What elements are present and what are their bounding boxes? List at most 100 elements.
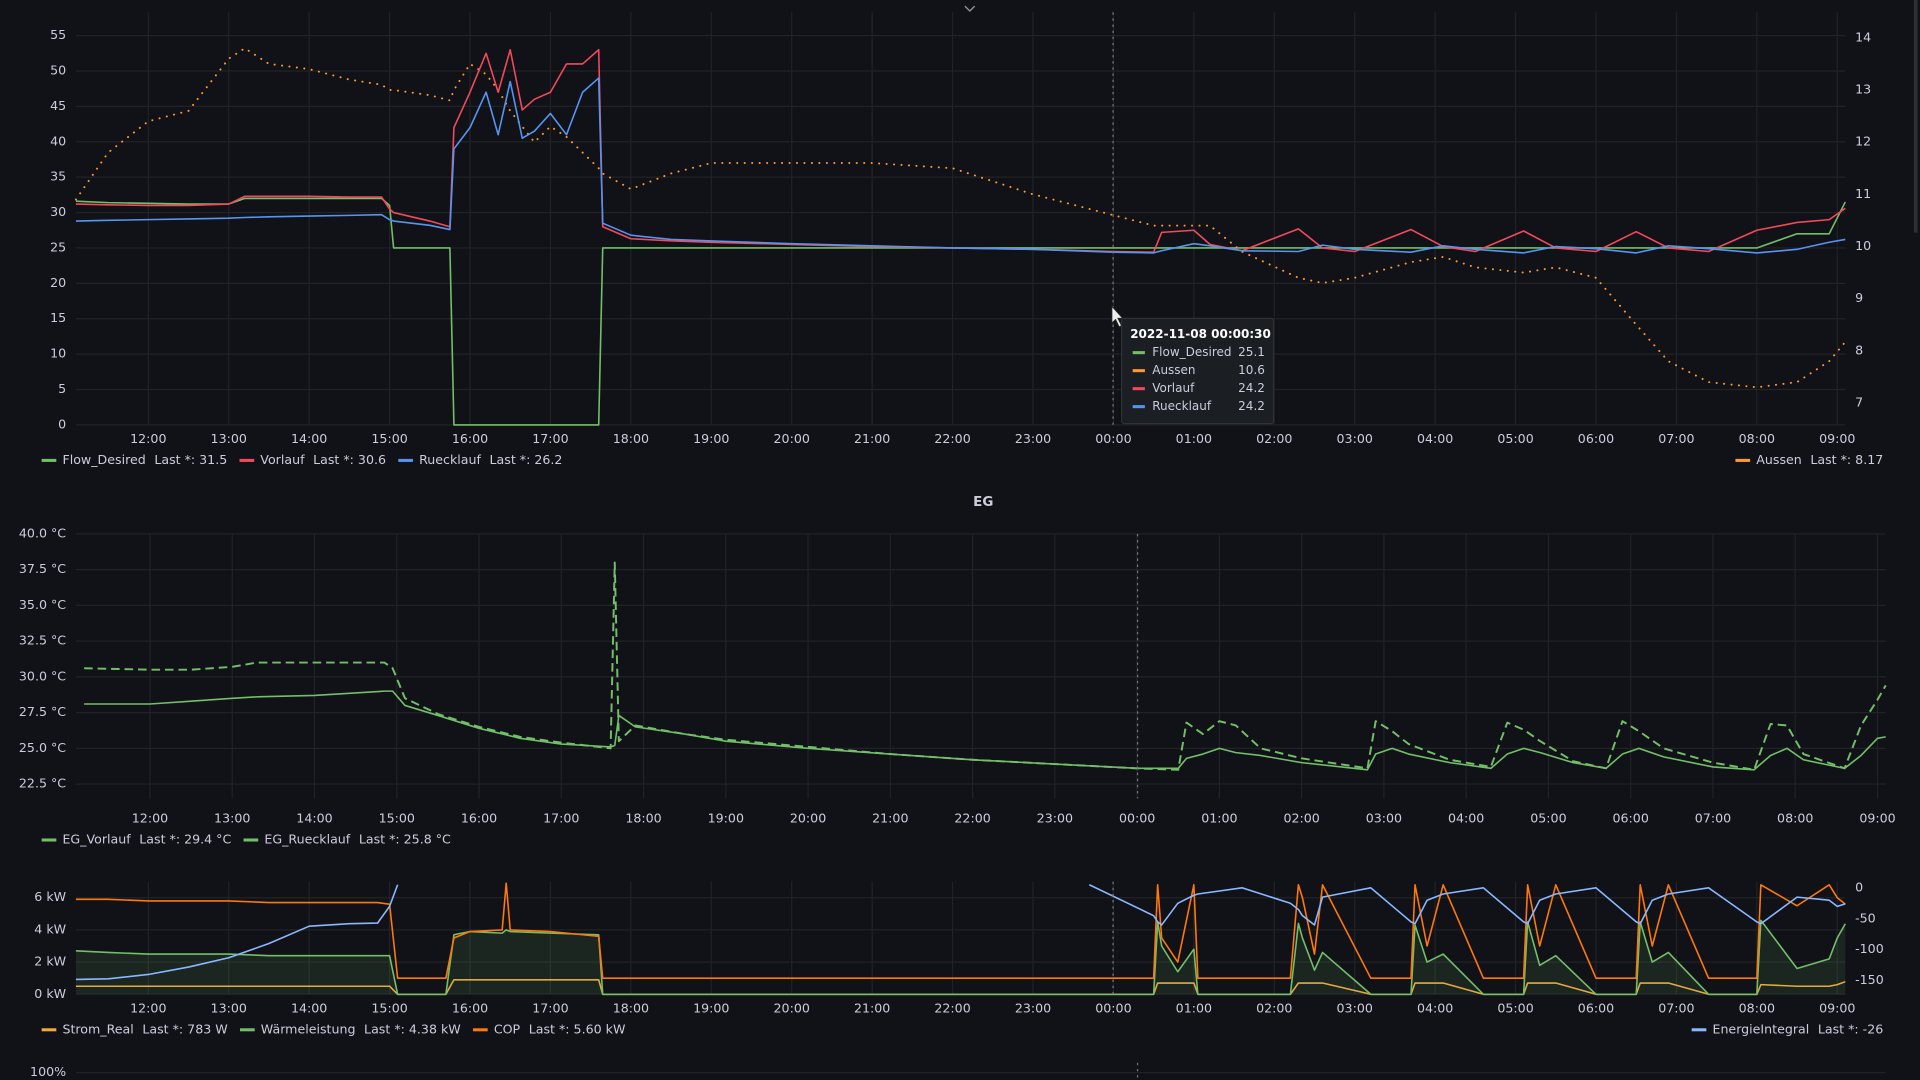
legend-value: Last *: 25.8 °C <box>359 832 451 847</box>
legend-value: Last *: -26 <box>1818 1021 1883 1036</box>
y-tick-label: 40.0 °C <box>19 525 66 540</box>
x-tick-label: 17:00 <box>543 811 579 826</box>
y-tick-label: 5 <box>58 381 66 396</box>
x-tick-label: 05:00 <box>1497 1000 1533 1015</box>
y2-tick-label: 14 <box>1855 29 1871 44</box>
x-tick-label: 15:00 <box>371 431 407 446</box>
legend-name: EG_Ruecklauf <box>264 832 350 847</box>
x-tick-label: 23:00 <box>1037 811 1073 826</box>
x-tick-label: 17:00 <box>532 431 568 446</box>
x-tick-label: 07:00 <box>1658 1000 1694 1015</box>
panel: 0 kW 2 kW 4 kW 6 kW 0 -50 -100 -150 12:00 13:00 14… <box>34 879 1883 1036</box>
panel: 0 5 10 15 20 25 30 35 40 45 50 55 7 8 9 10 11 12 13 14 12:00… <box>41 12 1883 467</box>
x-tick-label: 13:00 <box>211 431 247 446</box>
tooltip-value: 24.2 <box>1238 399 1265 413</box>
legend-value: Last *: 30.6 <box>313 452 386 467</box>
x-tick-label: 02:00 <box>1256 431 1292 446</box>
y-tick-label: 25 <box>50 239 66 254</box>
y-tick-label: 35.0 °C <box>19 597 66 612</box>
x-tick-label: 18:00 <box>613 431 649 446</box>
y-tick-label: 6 kW <box>34 889 66 904</box>
x-tick-label: 23:00 <box>1015 1000 1051 1015</box>
x-tick-label: 12:00 <box>130 431 166 446</box>
x-tick-label: 16:00 <box>452 431 488 446</box>
tooltip-series-name: Ruecklauf <box>1152 399 1212 413</box>
x-tick-label: 04:00 <box>1417 1000 1453 1015</box>
y-tick-label: 100% <box>30 1064 66 1079</box>
legend-value: Last *: 26.2 <box>490 452 563 467</box>
legend-name: EnergieIntegral <box>1712 1021 1809 1036</box>
legend: Flow_Desired Last *: 31.5 Vorlauf Last *: 3… <box>41 452 563 467</box>
x-tick-label: 22:00 <box>934 1000 970 1015</box>
x-tick-label: 15:00 <box>379 811 415 826</box>
series-line <box>84 690 1886 771</box>
y-tick-label: 35 <box>50 169 66 184</box>
x-tick-label: 16:00 <box>452 1000 488 1015</box>
x-tick-label: 14:00 <box>296 811 332 826</box>
x-tick-label: 08:00 <box>1739 1000 1775 1015</box>
x-tick-label: 20:00 <box>774 431 810 446</box>
series-line <box>75 77 1846 254</box>
collapse-chevron[interactable] <box>964 5 976 13</box>
legend: EnergieIntegral Last *: -26 <box>1691 1021 1883 1036</box>
legend: EG_Vorlauf Last *: 29.4 °C EG_Ruecklauf Las… <box>41 832 451 847</box>
x-tick-label: 00:00 <box>1095 431 1131 446</box>
tooltip-value: 24.2 <box>1238 381 1265 395</box>
y-tick-label: 0 kW <box>34 986 66 1001</box>
legend-name: Wärmeleistung <box>261 1021 356 1036</box>
x-tick-label: 01:00 <box>1176 431 1212 446</box>
x-tick-label: 06:00 <box>1578 1000 1614 1015</box>
y-tick-label: 2 kW <box>34 954 66 969</box>
y2-tick-label: 0 <box>1855 879 1863 894</box>
tooltip-series-name: Flow_Desired <box>1152 345 1231 359</box>
y-tick-label: 22.5 °C <box>19 776 66 791</box>
x-tick-label: 19:00 <box>693 431 729 446</box>
x-tick-label: 09:00 <box>1859 811 1895 826</box>
legend-value: Last *: 5.60 kW <box>529 1021 626 1036</box>
legend-name: EG_Vorlauf <box>62 832 131 847</box>
x-tick-label: 12:00 <box>130 1000 166 1015</box>
y-tick-label: 4 kW <box>34 921 66 936</box>
tooltip-time: 2022-11-08 00:00:30 <box>1130 327 1271 341</box>
scrollbar[interactable] <box>1913 0 1918 233</box>
legend-name: Flow_Desired <box>62 452 145 467</box>
x-tick-label: 08:00 <box>1739 431 1775 446</box>
legend-value: Last *: 8.17 <box>1810 452 1883 467</box>
x-tick-label: 22:00 <box>954 811 990 826</box>
x-tick-label: 20:00 <box>790 811 826 826</box>
panel: 100% <box>30 1064 1886 1079</box>
y-tick-label: 45 <box>50 98 66 113</box>
y2-tick-label: -100 <box>1855 941 1884 956</box>
y2-tick-label: 12 <box>1855 134 1871 149</box>
y2-tick-label: 8 <box>1855 342 1863 357</box>
x-tick-label: 14:00 <box>291 431 327 446</box>
y-tick-label: 27.5 °C <box>19 704 66 719</box>
legend-value: Last *: 4.38 kW <box>364 1021 461 1036</box>
x-tick-label: 04:00 <box>1417 431 1453 446</box>
series-line <box>74 47 1847 389</box>
x-tick-label: 00:00 <box>1119 811 1155 826</box>
x-tick-label: 06:00 <box>1613 811 1649 826</box>
x-tick-label: 12:00 <box>132 811 168 826</box>
x-tick-label: 21:00 <box>854 1000 890 1015</box>
hover-overlay: 2022-11-08 00:00:30 Flow_Desired 25.1 Auss… <box>1111 12 1275 1080</box>
y-tick-label: 15 <box>50 310 66 325</box>
panels: 0 5 10 15 20 25 30 35 40 45 50 55 7 8 9 10 11 12 13 14 12:00… <box>19 12 1896 1079</box>
y2-tick-label: 9 <box>1855 290 1863 305</box>
y2-tick-label: -150 <box>1855 972 1884 987</box>
y2-tick-label: 10 <box>1855 238 1871 253</box>
series-line <box>75 48 1846 253</box>
x-tick-label: 07:00 <box>1658 431 1694 446</box>
x-tick-label: 07:00 <box>1695 811 1731 826</box>
y-tick-label: 30.0 °C <box>19 668 66 683</box>
y-tick-label: 55 <box>50 27 66 42</box>
legend: Strom_Real Last *: 783 W Wärmeleistung Last… <box>41 1021 626 1036</box>
x-tick-label: 05:00 <box>1530 811 1566 826</box>
x-tick-label: 06:00 <box>1578 431 1614 446</box>
x-tick-label: 16:00 <box>461 811 497 826</box>
legend: Aussen Last *: 8.17 <box>1735 452 1883 467</box>
x-tick-label: 09:00 <box>1819 1000 1855 1015</box>
x-tick-label: 21:00 <box>854 431 890 446</box>
